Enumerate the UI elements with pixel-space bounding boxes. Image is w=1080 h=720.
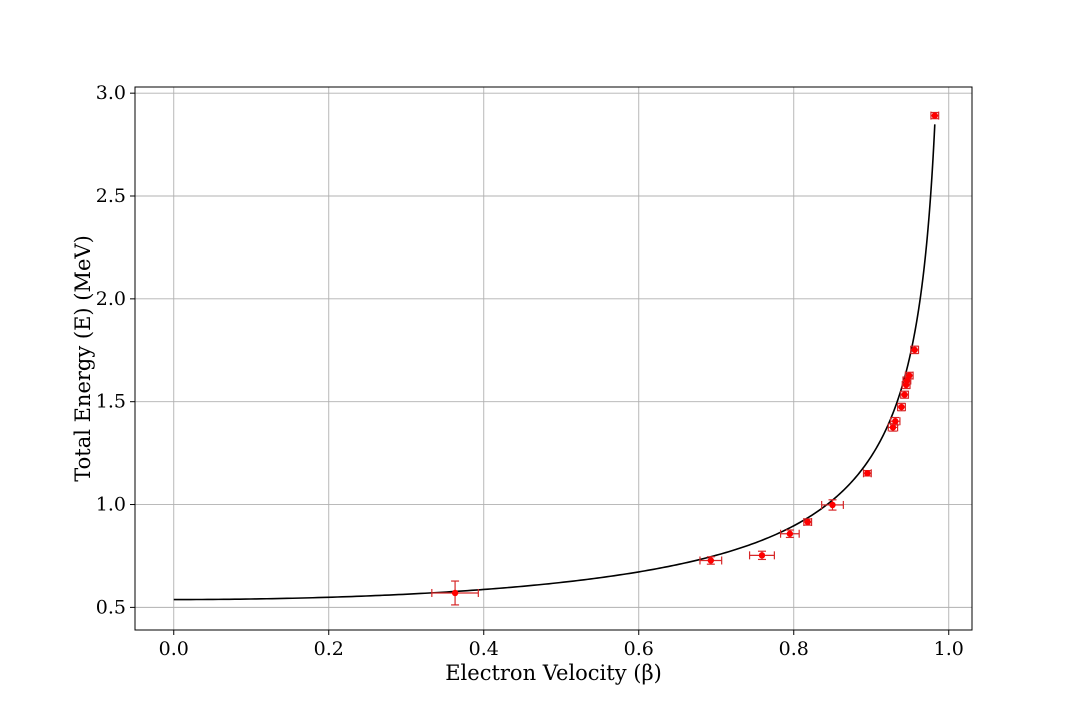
y-tick-label: 0.5 — [96, 596, 126, 618]
errorbar-layer — [431, 111, 940, 606]
data-point — [903, 377, 911, 384]
data-point — [911, 346, 918, 354]
x-tick-label: 0.4 — [469, 638, 499, 660]
y-axis-ticks: 0.5 1.0 1.5 2.0 2.5 3.0 — [96, 82, 135, 618]
data-point — [758, 552, 766, 559]
data-points-layer — [451, 112, 938, 597]
data-point — [906, 372, 913, 379]
data-point — [786, 530, 794, 537]
y-tick-label: 1.5 — [96, 391, 126, 413]
y-tick-label: 2.0 — [96, 288, 126, 310]
x-tick-label: 0.2 — [314, 638, 344, 660]
data-point — [829, 501, 836, 509]
data-point — [804, 518, 811, 526]
data-point — [864, 470, 871, 477]
x-tick-label: 0.6 — [624, 638, 654, 660]
y-axis-label: Total Energy (E) (MeV) — [71, 235, 95, 482]
x-axis-label: Electron Velocity (β) — [445, 661, 662, 685]
data-point — [901, 391, 908, 398]
x-tick-label: 0.8 — [779, 638, 809, 660]
fit-curve-line — [173, 124, 936, 601]
x-tick-label: 0.0 — [159, 638, 189, 660]
data-point — [707, 557, 715, 564]
y-tick-label: 3.0 — [96, 82, 126, 104]
data-point — [451, 589, 459, 597]
y-tick-label: 2.5 — [96, 185, 126, 207]
grid-lines — [135, 87, 972, 630]
data-point — [889, 424, 897, 431]
data-point — [931, 112, 938, 119]
plot-area-frame — [134, 86, 973, 631]
y-tick-label: 1.0 — [96, 494, 126, 516]
data-point — [898, 403, 905, 411]
fit-curve-layer — [173, 124, 936, 601]
x-axis-ticks: 0.0 0.2 0.4 0.6 0.8 1.0 — [159, 630, 964, 660]
data-point — [892, 418, 899, 425]
x-tick-label: 1.0 — [934, 638, 964, 660]
